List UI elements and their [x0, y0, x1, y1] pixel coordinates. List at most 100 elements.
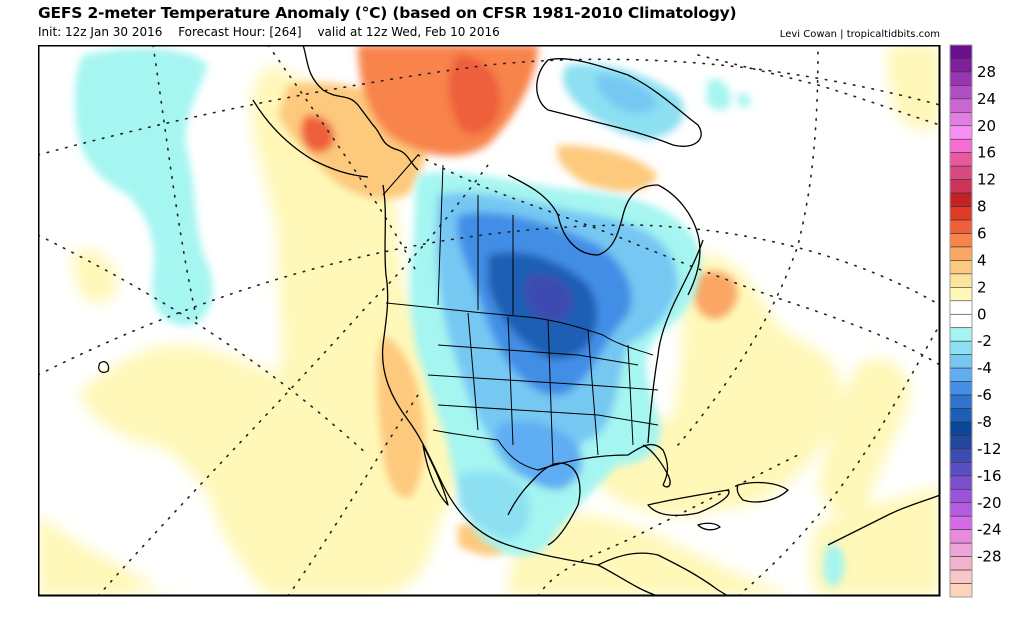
- cold-region-texas: [496, 421, 582, 490]
- border-us-canada: [385, 302, 654, 356]
- graticule-meridian-4: [287, 394, 419, 596]
- warm-region-gulf-stream: [818, 358, 910, 516]
- warm-region-eastern-pacific: [78, 113, 469, 596]
- colorbar-tick-label: -8: [977, 413, 992, 431]
- colorbar-outline: [949, 44, 973, 598]
- colorbar-tick-label: -4: [977, 359, 992, 377]
- colorbar-segment: [949, 435, 973, 450]
- coast-greenland: [536, 58, 702, 147]
- colorbar-segment: [949, 583, 973, 598]
- colorbar-tick-label: 2: [977, 278, 987, 296]
- colorbar-segment: [949, 138, 973, 154]
- colorbar-segment: [949, 219, 973, 234]
- colorbar-segments: [949, 44, 973, 598]
- coast-hispaniola: [736, 481, 789, 503]
- colorbar-tick-label: 0: [977, 305, 987, 323]
- coast-gulf-mexico: [507, 462, 581, 546]
- valid-time: valid at 12z Wed, Feb 10 2016: [317, 25, 500, 39]
- graticule-parallel-3: [267, 45, 419, 276]
- colorbar-segment: [949, 44, 973, 59]
- colorbar-segment: [949, 206, 973, 221]
- coast-labrador: [657, 184, 701, 296]
- warm-region-bering: [301, 115, 335, 153]
- colorbar-segment: [949, 529, 973, 544]
- warm-region-arctic-ocean: [358, 45, 538, 156]
- border-us-states-5: [507, 316, 514, 446]
- credit-text: Levi Cowan | tropicaltidbits.com: [779, 29, 940, 40]
- colorbar-segment: [949, 515, 973, 530]
- warm-region-ellesmere: [448, 55, 501, 134]
- colorbar-segment: [949, 475, 973, 490]
- borders: [382, 154, 659, 471]
- border-us-states-2: [427, 374, 659, 391]
- coast-baja: [422, 444, 449, 506]
- colorbar-tick-label: 4: [977, 251, 987, 269]
- coast-cuba: [647, 489, 730, 517]
- colorbar-segment: [949, 300, 973, 315]
- cold-region-north-pacific: [74, 48, 213, 326]
- coast-south-america: [827, 494, 940, 546]
- coastlines: [98, 45, 940, 596]
- anomaly-map[interactable]: [38, 45, 941, 597]
- coast-central-america: [597, 552, 729, 596]
- colorbar-segment: [949, 542, 973, 557]
- colorbar-segment: [949, 85, 973, 100]
- colorbar-segment: [949, 165, 973, 180]
- coast-hudson-bay: [507, 174, 659, 256]
- colorbar-segment: [949, 488, 973, 504]
- colorbar-segment: [949, 125, 973, 140]
- coast-us-east: [647, 239, 704, 444]
- colorbar-tick-label: -20: [977, 494, 1002, 512]
- border-us-states-1: [437, 344, 639, 366]
- graticule: [38, 45, 940, 596]
- colorbar-segment: [949, 260, 973, 275]
- map-frame: [38, 45, 941, 597]
- colorbar-tick-label: -24: [977, 521, 1002, 539]
- coast-florida: [642, 444, 671, 488]
- colorbar-tick-label: 28: [977, 63, 996, 81]
- colorbar-segment: [949, 152, 973, 167]
- colorbar-segment: [949, 98, 973, 113]
- colorbar-segment: [949, 502, 973, 517]
- cold-region-core-peak: [524, 274, 573, 321]
- colorbar-segment: [949, 421, 973, 436]
- graticule-meridian-1: [152, 45, 199, 326]
- colorbar-segment: [949, 569, 973, 584]
- coast-hawaii: [98, 361, 110, 374]
- colorbar-segment: [949, 394, 973, 409]
- colorbar-tick-label: 20: [977, 117, 996, 135]
- coast-jamaica: [697, 522, 721, 531]
- warm-strong-layer: [278, 45, 738, 556]
- cold-region-south-america: [823, 544, 845, 587]
- colorbar-tick-label: -6: [977, 386, 992, 404]
- cold-region-greenland-west: [596, 74, 658, 114]
- colorbar-segment: [949, 71, 973, 86]
- colorbar-tick-label: 12: [977, 171, 996, 189]
- colorbar-segment: [949, 287, 973, 302]
- colorbar-segment: [949, 246, 973, 261]
- chart-subtitle: Init: 12z Jan 30 2016 Forecast Hour: [26…: [38, 25, 512, 39]
- colorbar-segment: [949, 381, 973, 396]
- colorbar-tick-label: -16: [977, 467, 1002, 485]
- init-time: Init: 12z Jan 30 2016: [38, 25, 163, 39]
- cold-region-atlantic-2: [737, 92, 751, 108]
- border-canada-provinces-1: [437, 164, 444, 306]
- border-us-mexico: [432, 429, 539, 471]
- colorbar-segment: [949, 58, 973, 73]
- colorbar-segment: [949, 273, 973, 288]
- colorbar-tick-label: -28: [977, 548, 1002, 566]
- colorbar-tick-label: 6: [977, 224, 987, 242]
- colorbar-segment: [949, 408, 973, 423]
- border-us-states-3: [437, 404, 659, 426]
- colorbar-segment: [949, 340, 973, 355]
- coast-us-gulf: [537, 443, 669, 486]
- warm-region-atlantic-orange: [692, 271, 738, 319]
- cold-region-atlantic-1: [706, 79, 731, 111]
- colorbar-segment: [949, 313, 973, 329]
- colorbar-tick-label: -2: [977, 332, 992, 350]
- warm-region-nw-pacific-blob: [72, 249, 118, 304]
- coast-alaska: [302, 45, 419, 171]
- colorbar-segment: [949, 233, 973, 248]
- colorbar-segment: [949, 367, 973, 382]
- graticule-meridian-9: [697, 54, 940, 126]
